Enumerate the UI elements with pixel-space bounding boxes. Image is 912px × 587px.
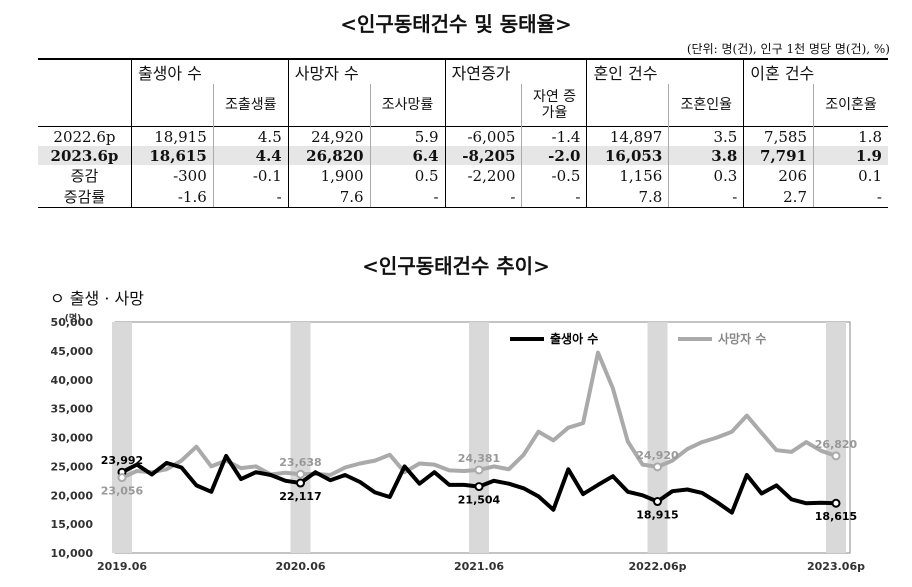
- data-label: 21,504: [458, 494, 501, 507]
- row-label: 2023.6p: [38, 146, 132, 165]
- data-label: 26,820: [815, 438, 858, 451]
- data-point-deaths: [653, 462, 662, 472]
- y-tick-label: 30,000: [51, 432, 94, 445]
- y-tick-label: 20,000: [51, 489, 94, 502]
- highlight-band: [112, 322, 132, 553]
- y-tick-label: 35,000: [51, 403, 94, 416]
- y-tick-label: 25,000: [51, 460, 94, 473]
- data-label: 23,992: [101, 454, 143, 467]
- y-tick-label: 15,000: [51, 518, 94, 531]
- y-tick-label: 40,000: [51, 374, 94, 387]
- group-header-deaths: 사망자 수: [287, 58, 446, 84]
- highlight-band: [290, 322, 311, 553]
- y-tick-label: 45,000: [51, 345, 94, 358]
- data-label: 24,381: [458, 452, 500, 465]
- x-tick-label: 2019.06: [97, 560, 147, 573]
- x-tick-label: 2022.06p: [629, 560, 687, 573]
- highlight-band: [647, 322, 668, 553]
- y-tick-label: 50,000: [51, 316, 94, 329]
- highlight-band: [826, 322, 846, 553]
- table-group-header: 출생아 수 사망자 수 자연증가 혼인 건수 이혼 건수: [38, 58, 888, 84]
- sub-header-crude-divorce-rate: 조이혼율: [813, 84, 888, 127]
- group-header-divorces: 이혼 건수: [743, 58, 888, 84]
- x-tick-label: 2021.06: [454, 560, 504, 573]
- legend-label-births: 출생아 수: [550, 331, 598, 346]
- data-point-births: [653, 497, 662, 507]
- data-label: 23,638: [279, 456, 321, 469]
- trend-chart: 10,000 15,000 20,000 25,000 30,000 35,000 40,0…: [51, 312, 866, 573]
- legend-label-deaths: 사망자 수: [718, 331, 766, 346]
- data-point-births: [296, 478, 305, 488]
- table-row: 2022.6p 18,915 4.5 24,920 5.9 -6,005 -1.…: [38, 126, 888, 146]
- data-label: 24,920: [636, 449, 679, 462]
- row-label: 증감률: [38, 186, 132, 208]
- group-header-natural-increase: 자연증가: [444, 58, 587, 84]
- sub-header-crude-marriage-rate: 조혼인율: [668, 84, 744, 127]
- table-row-highlight: 2023.6p 18,615 4.4 26,820 6.4 -8,205 -2.…: [38, 146, 888, 165]
- chart-subtitle: ㅇ 출생 · 사망: [50, 289, 144, 308]
- table-row: 증감 -300 -0.1 1,900 0.5 -2,200 -0.5 1,156…: [38, 165, 888, 186]
- table-row: 증감률 -1.6 - 7.6 - - - 7.8 - 2.7 -: [38, 186, 888, 208]
- group-header-births: 출생아 수: [130, 58, 289, 84]
- sub-header-natural-increase-rate: 자연 증가율: [521, 84, 587, 127]
- x-tick-label: 2020.06: [275, 560, 325, 573]
- highlight-band: [469, 322, 489, 553]
- table-sub-header: 조출생률 조사망률 자연 증가율 조혼인율 조이혼율: [38, 84, 888, 127]
- corner-cell: [38, 58, 132, 84]
- data-label: 18,615: [815, 510, 857, 523]
- stats-table: 출생아 수 사망자 수 자연증가 혼인 건수 이혼 건수 조출생률 조사망률 자…: [38, 58, 888, 208]
- data-point-births: [831, 498, 841, 508]
- data-point-births: [474, 482, 484, 492]
- data-point-deaths: [117, 473, 127, 483]
- y-axis-unit: (명): [65, 312, 82, 324]
- page-title: <인구동태건수 및 동태율>: [340, 12, 572, 36]
- y-tick-label: 10,000: [51, 547, 94, 560]
- data-point-deaths: [474, 465, 484, 475]
- chart-title: <인구동태건수 추이>: [362, 254, 550, 278]
- row-label: 2022.6p: [38, 126, 132, 146]
- group-header-marriages: 혼인 건수: [586, 58, 744, 84]
- data-label: 23,056: [101, 485, 144, 498]
- data-point-deaths: [831, 451, 841, 461]
- row-label: 증감: [70, 167, 99, 185]
- unit-note: (단위: 명(건), 인구 1천 명당 명(건), %): [686, 42, 890, 56]
- data-label: 18,915: [636, 509, 678, 522]
- sub-header-crude-death-rate: 조사망률: [369, 84, 446, 127]
- data-point-deaths: [296, 469, 305, 479]
- x-tick-label: 2023.06p: [807, 560, 865, 573]
- data-label: 22,117: [279, 490, 321, 503]
- sub-header-crude-birth-rate: 조출생률: [212, 84, 289, 127]
